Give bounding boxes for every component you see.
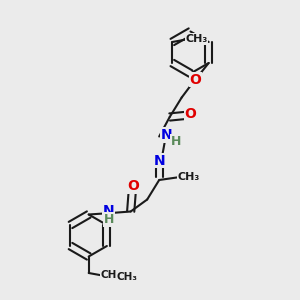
Text: CH₂: CH₂: [100, 269, 121, 280]
Text: CH₃: CH₃: [178, 172, 200, 182]
Text: O: O: [128, 179, 140, 193]
Text: O: O: [189, 73, 201, 86]
Text: N: N: [153, 154, 165, 167]
Text: H: H: [103, 213, 114, 226]
Text: CH₃: CH₃: [117, 272, 138, 283]
Text: H: H: [170, 134, 181, 148]
Text: N: N: [103, 204, 115, 218]
Text: O: O: [185, 107, 197, 121]
Text: CH₃: CH₃: [185, 34, 207, 44]
Text: N: N: [161, 128, 172, 142]
